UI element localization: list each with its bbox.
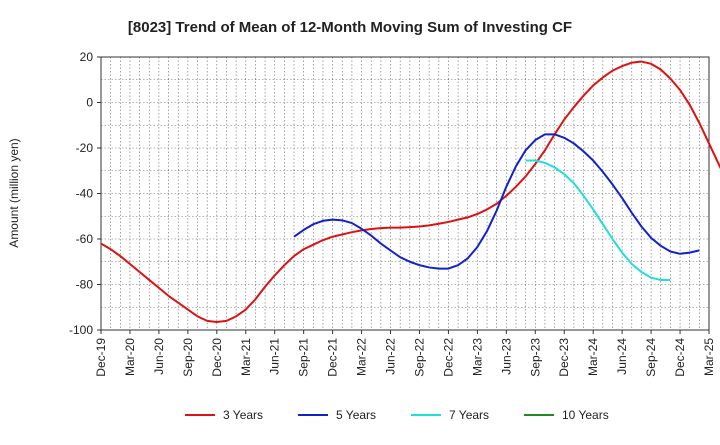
x-tick-label: Dec-19	[94, 338, 108, 377]
x-tick-label: Jun-24	[615, 338, 629, 375]
y-tick-label: -100	[69, 323, 93, 337]
y-tick-label: -80	[76, 278, 94, 292]
x-tick-label: Dec-23	[557, 338, 571, 377]
x-tick-label: Mar-25	[702, 338, 716, 376]
y-tick-label: -60	[76, 232, 94, 246]
x-tick-label: Jun-23	[499, 338, 513, 375]
legend-label: 7 Years	[449, 408, 489, 422]
chart-title: [8023] Trend of Mean of 12-Month Moving …	[128, 19, 572, 36]
y-tick-label: -20	[76, 141, 94, 155]
x-tick-label: Mar-22	[355, 338, 369, 376]
legend: 3 Years 5 Years 7 Years 10 Years	[185, 408, 609, 422]
y-tick-label: 20	[80, 50, 94, 64]
x-tick-label: Sep-24	[644, 338, 658, 377]
legend-label: 5 Years	[336, 408, 376, 422]
x-axis: Dec-19 Mar-20 Jun-20 Sep-20 Dec-20 Mar-21 Jun-…	[94, 330, 716, 377]
y-axis-label: Amount (million yen)	[7, 138, 21, 247]
x-tick-label: Dec-22	[441, 338, 455, 377]
x-tick-label: Mar-24	[586, 338, 600, 376]
legend-label: 10 Years	[562, 408, 609, 422]
legend-label: 3 Years	[223, 408, 263, 422]
y-tick-label: 0	[86, 96, 93, 110]
x-tick-label: Jun-21	[268, 338, 282, 375]
series-lines	[100, 60, 720, 324]
y-tick-label: -40	[76, 187, 94, 201]
x-tick-label: Dec-21	[326, 338, 340, 377]
x-tick-label: Mar-20	[123, 338, 137, 376]
x-tick-label: Jun-20	[152, 338, 166, 375]
x-tick-label: Sep-23	[528, 338, 542, 377]
x-tick-label: Mar-23	[470, 338, 484, 376]
x-tick-label: Dec-24	[673, 338, 687, 377]
x-tick-label: Sep-21	[297, 338, 311, 377]
x-tick-label: Mar-21	[239, 338, 253, 376]
series-line-3-years	[100, 60, 720, 324]
series-line-5-years	[293, 133, 700, 270]
x-tick-label: Sep-20	[181, 338, 195, 377]
grid-lines	[101, 57, 709, 330]
series-line-7-years	[525, 159, 671, 281]
y-axis: -100 -80 -60 -40 -20 0 20	[69, 50, 101, 337]
x-tick-label: Jun-22	[384, 338, 398, 375]
x-tick-label: Dec-20	[210, 338, 224, 377]
x-tick-label: Sep-22	[412, 338, 426, 377]
